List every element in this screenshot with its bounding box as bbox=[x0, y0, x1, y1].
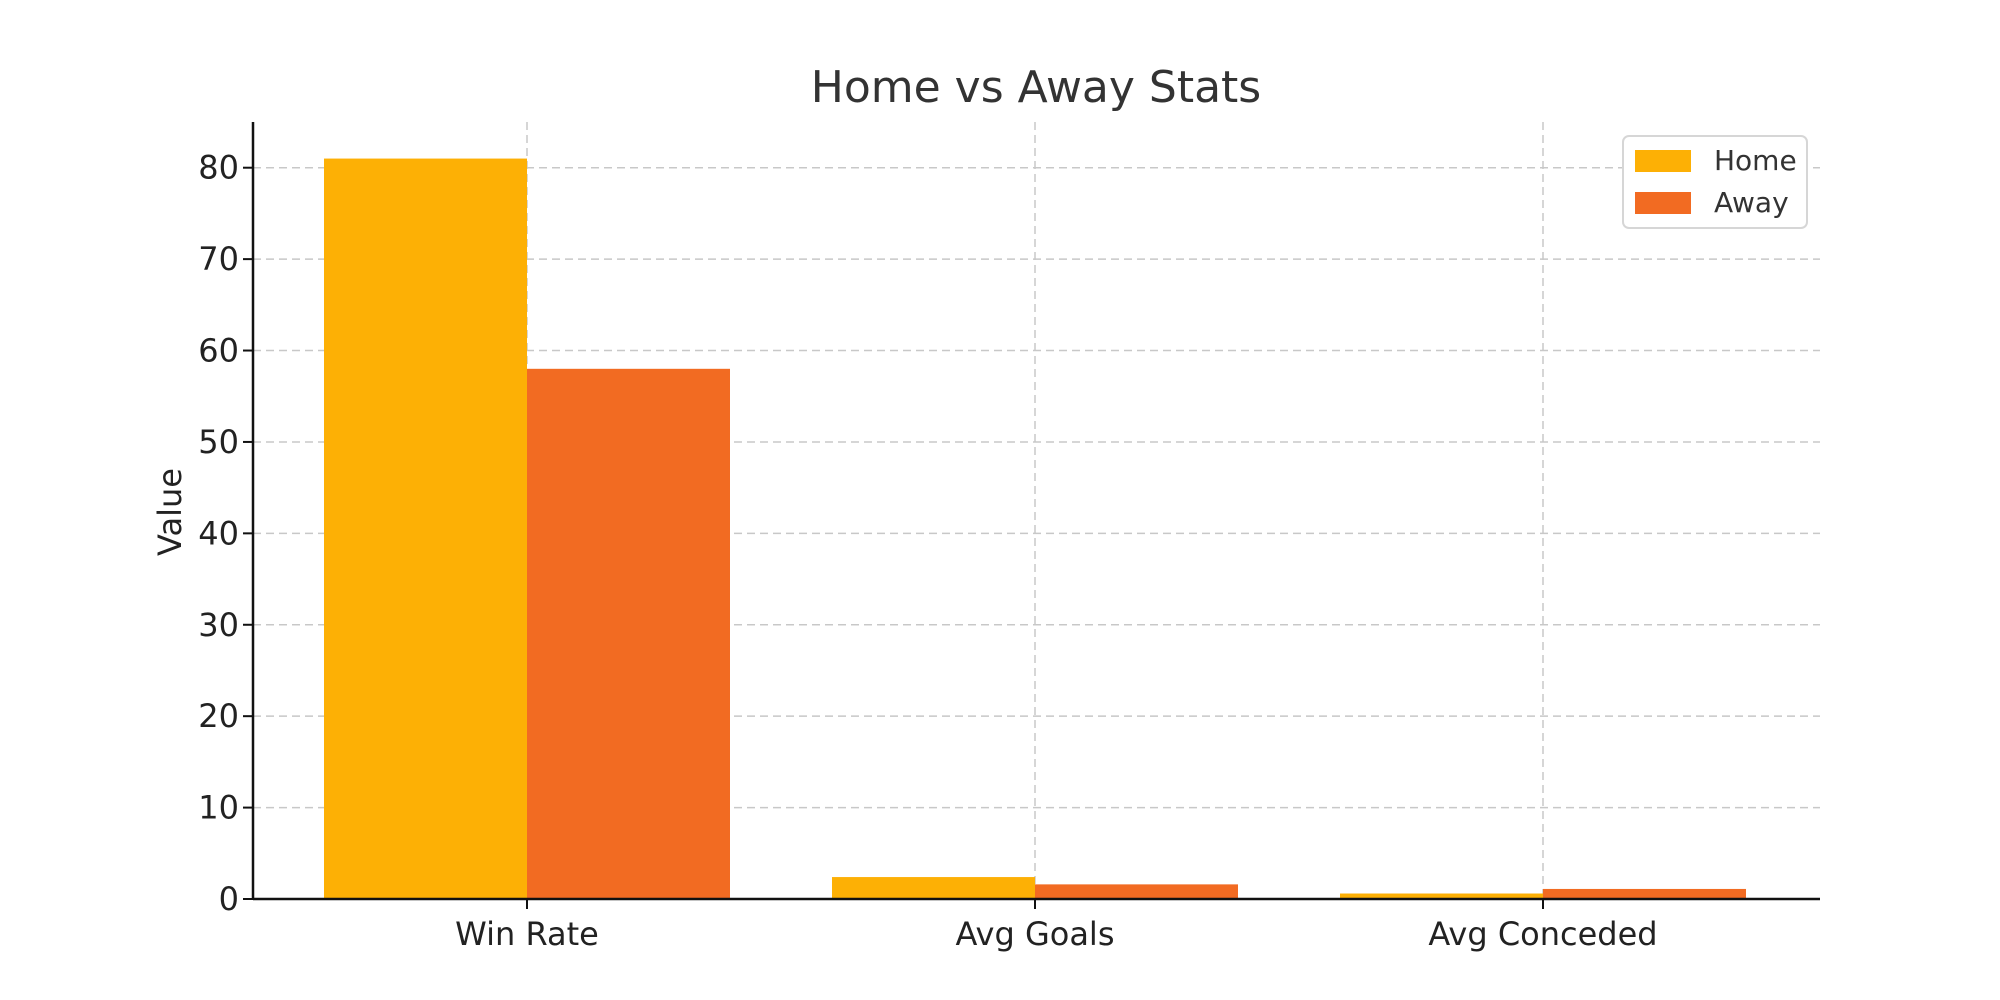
bars bbox=[324, 158, 1746, 900]
x-tick-label: Win Rate bbox=[455, 915, 599, 953]
y-tick-label: 10 bbox=[198, 789, 239, 827]
y-tick-label: 0 bbox=[219, 880, 239, 918]
chart-title: Home vs Away Stats bbox=[811, 62, 1261, 113]
legend[interactable]: Home Away bbox=[1622, 135, 1808, 229]
bar-away-0[interactable] bbox=[527, 368, 730, 899]
bar-home-1[interactable] bbox=[832, 877, 1035, 899]
y-tick-label: 70 bbox=[198, 240, 239, 278]
y-tick-label: 40 bbox=[198, 514, 239, 552]
x-tick-label: Avg Goals bbox=[956, 915, 1115, 953]
legend-label-home: Home bbox=[1714, 144, 1797, 177]
legend-swatch-home bbox=[1635, 150, 1691, 172]
bar-away-2[interactable] bbox=[1543, 888, 1746, 899]
bar-away-1[interactable] bbox=[1035, 884, 1238, 899]
bar-home-2[interactable] bbox=[1340, 893, 1543, 899]
y-tick-label: 20 bbox=[198, 697, 239, 735]
bar-home-0[interactable] bbox=[324, 158, 527, 900]
y-tick-label: 30 bbox=[198, 606, 239, 644]
y-tick-label: 80 bbox=[198, 149, 239, 187]
y-axis-label: Value bbox=[151, 468, 189, 556]
y-tick-label: 60 bbox=[198, 332, 239, 370]
y-tick-label: 50 bbox=[198, 423, 239, 461]
x-tick-label: Avg Conceded bbox=[1428, 915, 1657, 953]
axes: 0 10 20 30 40 50 60 70 80 Win Rate Avg Goals Avg Co… bbox=[198, 122, 1820, 953]
legend-swatch-away bbox=[1635, 192, 1691, 214]
legend-label-away: Away bbox=[1714, 186, 1789, 219]
